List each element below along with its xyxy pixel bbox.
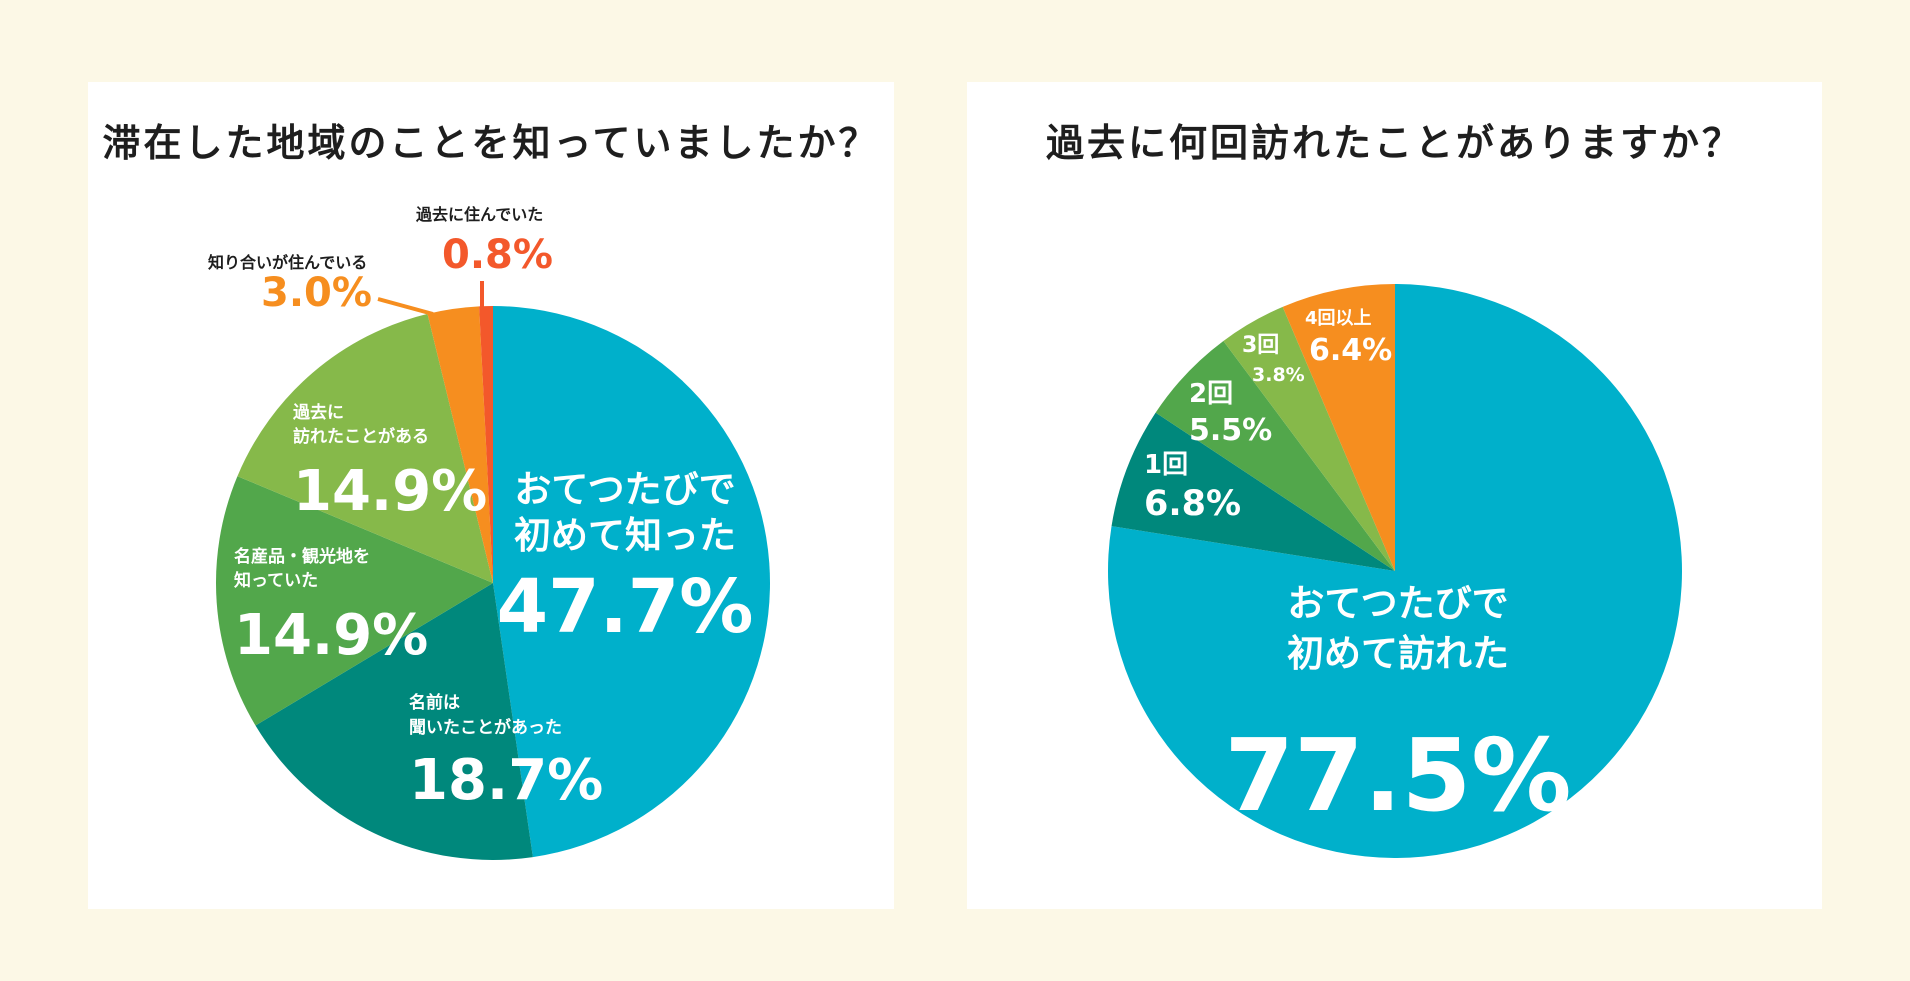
pie-slice-heard-name (255, 583, 533, 860)
pie-slice-two-times (1155, 340, 1395, 571)
slice-label-heard-name: 名前は (409, 692, 460, 713)
slice-value-lived-before: 0.8% (442, 232, 553, 278)
slice-value-first-visit: 77.5% (1225, 717, 1572, 834)
pie-slice-acquaintance (427, 306, 493, 583)
chart-panel-right: 過去に何回訪れたことがありますか？ おてつたびで 初めて訪れた 77.5% 1回 6.8… (967, 82, 1822, 909)
slice-label-three-times: 3回 (1242, 333, 1279, 358)
slice-label-visited-before: 過去に (293, 402, 344, 423)
pie-slice-first-time (493, 306, 770, 858)
slice-label-first-time: 初めて知った (514, 514, 736, 557)
slice-value-three-times: 3.8% (1252, 364, 1305, 386)
slice-value-four-plus: 6.4% (1309, 333, 1392, 368)
slice-label-visited-before: 訪れたことがある (293, 426, 429, 447)
slice-value-two-times: 5.5% (1189, 413, 1272, 448)
slice-value-knew-products: 14.9% (234, 603, 428, 668)
chart-panel-left: 滞在した地域のことを知っていましたか？ おてつたびで 初めて知った 47.7% 名前は… (88, 82, 894, 909)
slice-label-lived-before: 過去に住んでいた (415, 205, 543, 224)
slice-value-acquaintance: 3.0% (261, 270, 372, 316)
chart-title-left: 滞在した地域のことを知っていましたか？ (102, 121, 880, 165)
pie-slice-one-time (1111, 412, 1395, 571)
slice-value-visited-before: 14.9% (293, 459, 487, 524)
slice-label-first-visit: 初めて訪れた (1287, 632, 1509, 675)
slice-label-two-times: 2回 (1189, 379, 1233, 409)
slice-value-one-time: 6.8% (1144, 484, 1241, 524)
leader-line-acquaintance (377, 297, 434, 316)
pie-slice-lived-before (479, 306, 493, 583)
pie-slice-visited-before (237, 313, 493, 583)
slice-label-knew-products: 名産品・観光地を (234, 546, 370, 567)
chart-title-right: 過去に何回訪れたことがありますか？ (1045, 121, 1743, 165)
slice-label-acquaintance: 知り合いが住んでいる (208, 253, 367, 272)
slice-label-one-time: 1回 (1144, 450, 1188, 480)
slice-value-first-time: 47.7% (497, 564, 754, 650)
pie-slice-four-plus (1282, 284, 1395, 571)
slice-label-knew-products: 知っていた (233, 570, 318, 591)
pie-slice-knew-products (215, 476, 493, 726)
slice-label-first-visit: おてつたびで (1287, 582, 1508, 625)
pie-slice-three-times (1223, 306, 1395, 571)
slice-label-first-time: おてつたびで (514, 468, 735, 511)
slice-label-heard-name: 聞いたことがあった (409, 717, 562, 738)
slice-label-four-plus: 4回以上 (1305, 308, 1372, 329)
slice-value-heard-name: 18.7% (409, 748, 603, 813)
